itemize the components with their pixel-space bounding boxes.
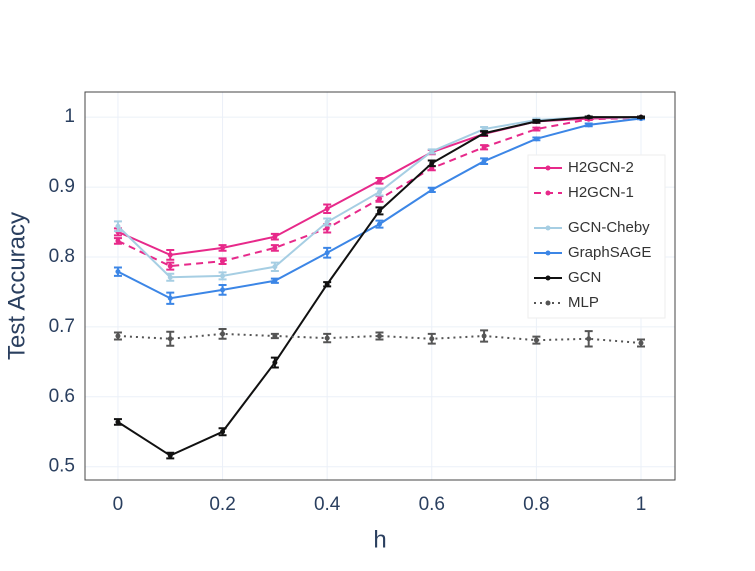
y-tick-label: 1 — [64, 106, 75, 127]
point — [115, 419, 121, 425]
legend-marker — [545, 300, 551, 306]
y-tick-label: 0.5 — [49, 456, 75, 477]
point — [533, 118, 539, 124]
point — [533, 126, 539, 132]
point — [376, 333, 382, 339]
point — [376, 196, 382, 202]
point — [220, 287, 226, 293]
point — [429, 148, 435, 154]
point — [272, 245, 278, 251]
point — [167, 295, 173, 301]
y-axis-label: Test Accuracy — [3, 212, 30, 360]
point — [324, 335, 330, 341]
point — [376, 178, 382, 184]
legend-label: MLP — [568, 294, 599, 311]
point — [376, 208, 382, 214]
legend-marker — [545, 225, 551, 231]
point — [115, 238, 121, 244]
point — [167, 252, 173, 258]
point — [638, 114, 644, 120]
point — [324, 250, 330, 256]
point — [481, 130, 487, 136]
legend-label: H2GCN-2 — [568, 159, 634, 176]
point — [324, 206, 330, 212]
x-tick-label: 1 — [636, 494, 647, 515]
point — [586, 114, 592, 120]
point — [533, 136, 539, 142]
point — [429, 187, 435, 193]
point — [429, 336, 435, 342]
point — [115, 333, 121, 339]
legend-label: GCN — [568, 269, 601, 286]
x-tick-label: 0.8 — [523, 494, 549, 515]
legend-marker — [545, 165, 551, 171]
y-tick-label: 0.6 — [49, 386, 75, 407]
point — [220, 273, 226, 279]
x-tick-label: 0.6 — [419, 494, 445, 515]
point — [481, 158, 487, 164]
point — [220, 258, 226, 264]
point — [533, 337, 539, 343]
point — [167, 453, 173, 459]
point — [220, 331, 226, 337]
point — [324, 219, 330, 225]
point — [376, 189, 382, 195]
point — [324, 281, 330, 287]
point — [272, 360, 278, 366]
point — [586, 336, 592, 342]
y-tick-label: 0.7 — [49, 316, 75, 337]
point — [429, 160, 435, 166]
point — [272, 333, 278, 339]
point — [167, 336, 173, 342]
x-axis-label: h — [373, 526, 386, 553]
point — [115, 269, 121, 275]
x-tick-label: 0.2 — [209, 494, 235, 515]
legend-box — [527, 154, 666, 319]
point — [272, 278, 278, 284]
point — [376, 221, 382, 227]
y-tick-label: 0.8 — [49, 246, 75, 267]
legend-label: GraphSAGE — [568, 244, 651, 261]
plot-border — [84, 91, 676, 481]
legend-marker — [545, 250, 551, 256]
point — [115, 223, 121, 229]
point — [220, 245, 226, 251]
point — [220, 429, 226, 435]
point — [481, 144, 487, 150]
point — [167, 263, 173, 269]
legend-label: H2GCN-1 — [568, 184, 634, 201]
point — [481, 333, 487, 339]
x-tick-label: 0.4 — [314, 494, 341, 515]
point — [586, 122, 592, 128]
legend-marker — [545, 275, 551, 281]
point — [167, 274, 173, 280]
point — [272, 234, 278, 240]
legend-label: GCN-Cheby — [568, 219, 650, 236]
y-tick-label: 0.9 — [49, 176, 75, 197]
point — [272, 264, 278, 270]
point — [638, 340, 644, 346]
legend-marker — [545, 190, 551, 196]
x-tick-label: 0 — [113, 494, 124, 515]
point — [324, 225, 330, 231]
